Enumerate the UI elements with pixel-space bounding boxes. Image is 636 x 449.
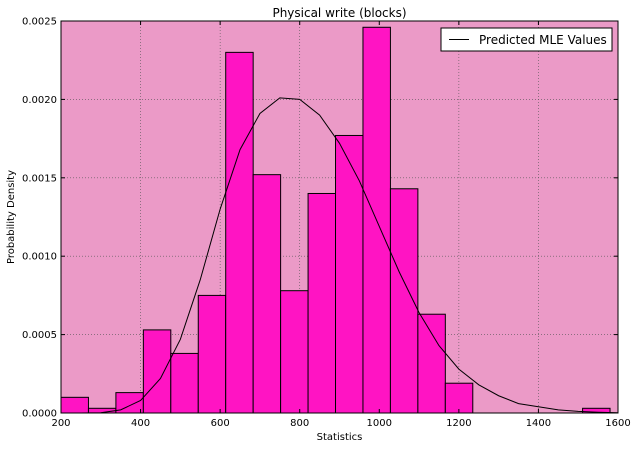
x-tick-label-2: 600 xyxy=(211,418,230,429)
x-tick-label-6: 1400 xyxy=(526,418,551,429)
histogram-bar-4 xyxy=(170,352,199,414)
y-tick-label-5: 0.0025 xyxy=(22,17,57,28)
x-tick-label-7: 1600 xyxy=(605,418,630,429)
y-tick-label-4: 0.0020 xyxy=(22,95,57,106)
mle-curve xyxy=(61,97,619,414)
y-tick-label-1: 0.0005 xyxy=(22,330,57,341)
y-tick-label-0: 0.0000 xyxy=(22,409,57,420)
x-tick-label-0: 200 xyxy=(51,418,70,429)
histogram-bar-14 xyxy=(444,382,474,414)
histogram-bar-13 xyxy=(417,313,446,414)
x-tick-label-5: 1200 xyxy=(446,418,471,429)
histogram-bar-9 xyxy=(307,192,337,414)
chart-title: Physical write (blocks) xyxy=(272,6,406,20)
legend: Predicted MLE Values xyxy=(440,27,613,52)
y-tick-label-3: 0.0015 xyxy=(22,173,57,184)
histogram-bar-10 xyxy=(335,134,364,414)
y-axis-ticks: 0.0000 0.0005 0.0010 0.0015 0.0020 0.0025 xyxy=(22,17,618,420)
x-tick-label-4: 1000 xyxy=(367,418,392,429)
histogram-bar-5 xyxy=(197,294,227,414)
histogram-bar-0 xyxy=(60,396,89,414)
histogram-bar-8 xyxy=(280,290,309,414)
histogram-bar-7 xyxy=(252,174,282,414)
x-tick-label-1: 400 xyxy=(131,418,150,429)
histogram-bar-3 xyxy=(142,329,172,414)
x-axis-ticks: 200 400 600 800 1000 1200 1400 1600 xyxy=(51,21,631,429)
histogram-bars xyxy=(60,26,611,414)
mle-curve-layer xyxy=(61,97,619,414)
legend-label: Predicted MLE Values xyxy=(479,33,607,47)
x-tick-label-3: 800 xyxy=(290,418,309,429)
x-axis-label: Statistics xyxy=(317,432,363,443)
plot-frame xyxy=(60,20,619,414)
histogram-bar-6 xyxy=(225,51,254,414)
legend-box xyxy=(440,27,613,52)
y-tick-label-2: 0.0010 xyxy=(22,252,57,263)
y-axis-label: Probability Density xyxy=(6,170,17,264)
